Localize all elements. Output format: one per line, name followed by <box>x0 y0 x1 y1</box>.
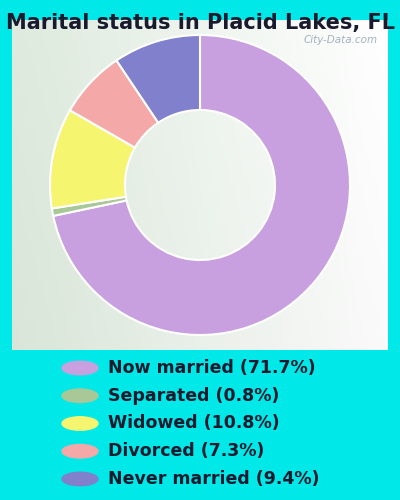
Text: Marital status in Placid Lakes, FL: Marital status in Placid Lakes, FL <box>6 12 394 32</box>
Circle shape <box>62 389 98 402</box>
Text: Divorced (7.3%): Divorced (7.3%) <box>108 442 264 460</box>
Text: Now married (71.7%): Now married (71.7%) <box>108 359 316 377</box>
Wedge shape <box>53 35 350 335</box>
Wedge shape <box>52 196 127 216</box>
Circle shape <box>62 444 98 458</box>
Text: Never married (9.4%): Never married (9.4%) <box>108 470 320 488</box>
Text: City-Data.com: City-Data.com <box>304 35 378 45</box>
Wedge shape <box>50 110 135 208</box>
Circle shape <box>62 472 98 486</box>
Wedge shape <box>116 35 200 122</box>
Text: Widowed (10.8%): Widowed (10.8%) <box>108 414 280 432</box>
Wedge shape <box>70 60 158 148</box>
Circle shape <box>62 417 98 430</box>
Text: Separated (0.8%): Separated (0.8%) <box>108 387 279 405</box>
Circle shape <box>62 361 98 375</box>
